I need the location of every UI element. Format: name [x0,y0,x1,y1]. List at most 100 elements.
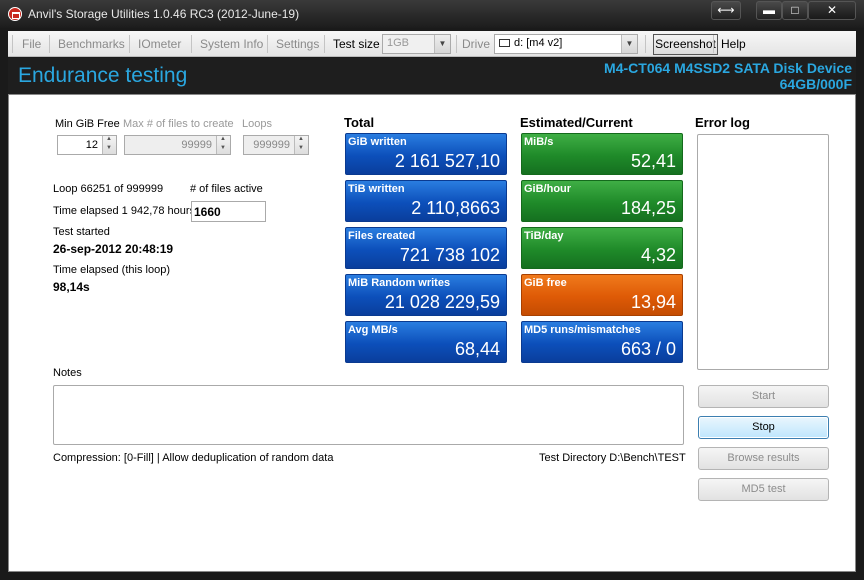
minimize-button[interactable]: ▬ [756,1,782,20]
total-title: Total [344,115,375,130]
tile-value: 2 110,8663 [411,198,500,218]
time-elapsed: Time elapsed 1 942,78 hours [53,205,196,217]
title-bar: Anvil's Storage Utilities 1.0.46 RC3 (20… [0,0,864,28]
tile-value: 68,44 [454,339,500,359]
tile-mib-random-writes: MiB Random writes 21 028 229,59 [345,274,507,316]
tile-value: 2 161 527,10 [394,151,500,171]
device-info: 64GB/000F [779,76,852,92]
tile-label: TiB/day [524,230,564,242]
start-button[interactable]: Start [698,385,829,408]
files-active-label: # of files active [190,183,263,195]
device-name: M4-CT064 M4SSD2 SATA Disk Device [604,60,852,76]
estimated-title: Estimated/Current [520,115,633,130]
drive-label: Drive [462,37,491,51]
menu-separator [324,35,325,53]
chevron-down-icon: ▼ [621,35,637,53]
window-title: Anvil's Storage Utilities 1.0.46 RC3 (20… [28,7,300,21]
menu-help[interactable]: Help [721,37,746,51]
test-size-value: 1GB [387,37,410,49]
tile-label: GiB/hour [524,183,572,195]
tile-mib-per-sec: MiB/s 52,41 [521,133,683,175]
app-icon [8,7,22,21]
maximize-button[interactable]: □ [782,1,808,20]
menu-separator [713,35,714,53]
tile-label: Avg MB/s [348,324,398,336]
drive-icon [499,39,510,48]
menu-system-info[interactable]: System Info [200,37,264,51]
tile-tib-per-day: TiB/day 4,32 [521,227,683,269]
menu-file[interactable]: File [22,37,42,51]
menu-separator [12,35,13,53]
menu-separator [645,35,646,53]
menu-separator [49,35,50,53]
test-directory: Test Directory D:\Bench\TEST [539,452,686,464]
tile-gib-per-hour: GiB/hour 184,25 [521,180,683,222]
loops-value: 999999 [253,139,290,151]
tile-md5-runs: MD5 runs/mismatches 663 / 0 [521,321,683,363]
test-size-select[interactable]: 1GB ▼ [382,34,451,54]
tile-label: GiB written [348,136,407,148]
tile-label: MiB/s [524,136,554,148]
close-button[interactable]: ✕ [808,1,856,20]
max-files-input[interactable]: 99999 [124,135,231,155]
resize-arrows-icon[interactable]: ⟷ [711,1,741,20]
page-header: Endurance testing M4-CT064 M4SSD2 SATA D… [8,58,856,94]
menu-settings[interactable]: Settings [276,37,320,51]
tile-label: MiB Random writes [348,277,451,289]
tile-tib-written: TiB written 2 110,8663 [345,180,507,222]
tile-avg-mbs: Avg MB/s 68,44 [345,321,507,363]
chevron-down-icon: ▼ [434,35,450,53]
md5-test-button[interactable]: MD5 test [698,478,829,501]
tile-label: MD5 runs/mismatches [524,324,641,336]
test-started-value: 26-sep-2012 20:48:19 [53,242,174,256]
tile-gib-written: GiB written 2 161 527,10 [345,133,507,175]
tile-files-created: Files created 721 738 102 [345,227,507,269]
error-log-title: Error log [695,115,750,130]
menu-bar: File Benchmarks IOmeter System Info Sett… [8,31,856,57]
menu-separator [129,35,130,53]
loop-counter: Loop 66251 of 999999 [53,183,164,195]
menu-benchmarks[interactable]: Benchmarks [58,37,125,51]
tile-gib-free: GiB free 13,94 [521,274,683,316]
test-size-label: Test size [333,37,380,51]
notes-textarea[interactable] [53,385,684,445]
menu-separator [191,35,192,53]
files-active-field[interactable]: 1660 [191,201,266,222]
browse-results-button[interactable]: Browse results [698,447,829,470]
spinner-icon[interactable] [102,136,116,154]
tile-value: 721 738 102 [399,245,500,265]
loops-label: Loops [242,118,272,130]
spinner-icon[interactable] [294,136,308,154]
main-panel: Min GiB Free 12 Max # of files to create… [8,94,856,572]
tile-value: 13,94 [630,292,676,312]
max-files-value: 99999 [181,139,212,151]
page-title: Endurance testing [18,64,188,87]
tile-label: GiB free [524,277,567,289]
stop-button[interactable]: Stop [698,416,829,439]
max-files-label: Max # of files to create [123,118,234,130]
drive-select[interactable]: d: [m4 v2] ▼ [494,34,638,54]
menu-separator [456,35,457,53]
loop-elapsed-label: Time elapsed (this loop) [53,264,170,276]
drive-value: d: [m4 v2] [514,37,563,49]
spinner-icon[interactable] [216,136,230,154]
loop-elapsed-value: 98,14s [53,280,90,294]
screenshot-button[interactable]: Screenshot [653,34,718,55]
min-gib-free-value: 12 [85,139,98,151]
notes-label: Notes [53,367,82,379]
tile-value: 4,32 [640,245,676,265]
menu-separator [267,35,268,53]
tile-value: 21 028 229,59 [384,292,500,312]
error-log-box[interactable] [697,134,829,370]
tile-value: 184,25 [620,198,676,218]
compression-info: Compression: [0-Fill] | Allow deduplicat… [53,452,334,464]
menu-iometer[interactable]: IOmeter [138,37,182,51]
tile-label: TiB written [348,183,405,195]
tile-value: 663 / 0 [620,339,676,359]
min-gib-free-label: Min GiB Free [55,118,120,130]
tile-label: Files created [348,230,416,242]
test-started-label: Test started [53,226,110,238]
min-gib-free-input[interactable]: 12 [57,135,117,155]
tile-value: 52,41 [630,151,676,171]
loops-input[interactable]: 999999 [243,135,309,155]
